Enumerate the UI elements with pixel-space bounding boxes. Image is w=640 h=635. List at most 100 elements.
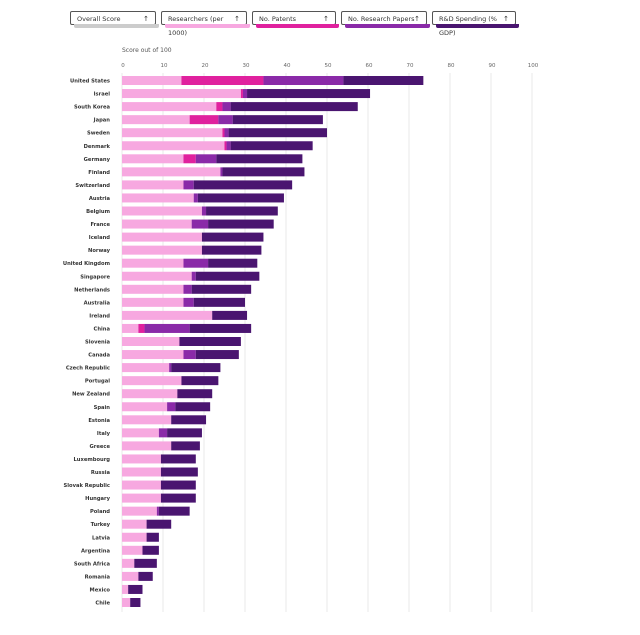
bar-segment <box>122 545 143 555</box>
bar-segment <box>122 519 147 529</box>
category-label: Chile <box>95 601 110 607</box>
bar-segment <box>122 363 170 373</box>
category-label: Iceland <box>89 235 110 241</box>
bar-segment <box>206 206 278 216</box>
bar-segment <box>122 284 184 294</box>
sort-arrow-icon: ↑ <box>323 15 329 23</box>
bar-segment <box>138 571 153 581</box>
category-label: Sweden <box>87 131 110 137</box>
x-tick-label: 70 <box>407 63 414 69</box>
bar-segment <box>208 258 258 268</box>
x-tick-label: 100 <box>528 63 539 69</box>
sort-overall-score-swatch <box>74 24 159 28</box>
bar-segment <box>212 310 248 320</box>
category-label: Netherlands <box>74 287 110 293</box>
bar-segment <box>224 141 227 151</box>
bar-segment <box>122 310 213 320</box>
bar-segment <box>122 154 184 164</box>
sort-papers-swatch <box>345 24 430 28</box>
category-label: South Korea <box>74 105 111 111</box>
category-label: Slovak Republic <box>64 483 110 489</box>
bar-segment <box>122 206 202 216</box>
bar-segment <box>179 337 241 346</box>
bar-segment <box>201 245 262 255</box>
category-label: Japan <box>93 118 111 124</box>
category-label: Germany <box>84 157 111 163</box>
bar-segment <box>197 193 284 203</box>
bar-segment <box>218 115 233 125</box>
sort-arrow-icon: ↑ <box>234 15 240 23</box>
sort-patents-swatch <box>256 24 339 28</box>
bar-segment <box>167 428 202 438</box>
sort-rd-spending-swatch <box>436 24 519 28</box>
bar-segment <box>167 402 176 412</box>
bar-segment <box>122 532 147 542</box>
bar-segment <box>122 584 129 594</box>
x-tick-label: 90 <box>489 63 496 69</box>
bar-segment <box>122 323 139 333</box>
bar-segment <box>122 558 135 568</box>
category-label: Luxembourg <box>73 457 110 463</box>
bar-segment <box>122 337 180 346</box>
bar-segment <box>122 180 184 190</box>
bar-segment <box>122 245 202 255</box>
sort-researchers-label: Researchers (per 1000) <box>168 15 224 37</box>
category-label: Austria <box>89 196 111 202</box>
category-label: Switzerland <box>75 183 110 189</box>
bar-segment <box>122 219 192 229</box>
sort-papers-button[interactable]: No. Research Papers ↑ <box>341 11 430 28</box>
sort-patents-button[interactable]: No. Patents ↑ <box>252 11 339 28</box>
bar-segment <box>189 115 219 125</box>
bar-segment <box>122 232 202 242</box>
sort-patents-label: No. Patents <box>259 15 297 23</box>
bar-segment <box>122 102 217 112</box>
bar-segment <box>183 297 194 307</box>
bar-segment <box>263 76 344 85</box>
bar-segment <box>247 89 371 99</box>
category-label: Israel <box>94 92 111 98</box>
x-tick-label: 80 <box>448 63 455 69</box>
bar-segment <box>183 258 209 268</box>
bar-segment <box>122 493 161 503</box>
bar-segment <box>195 350 239 360</box>
category-label: Greece <box>90 444 111 450</box>
bar-segment <box>208 219 274 229</box>
bar-segment <box>183 350 196 360</box>
bar-segment <box>122 376 182 386</box>
category-label: United Kingdom <box>63 261 110 267</box>
bar-segment <box>171 363 221 373</box>
bar-segment <box>158 506 190 516</box>
bar-segment <box>230 102 358 112</box>
sort-overall-score-button[interactable]: Overall Score ↑ <box>70 11 159 28</box>
bar-segment <box>156 506 159 516</box>
sort-arrow-icon: ↑ <box>503 15 509 23</box>
bar-segment <box>183 284 192 294</box>
category-label: Italy <box>97 431 111 437</box>
bar-segment <box>191 284 252 294</box>
category-label: Denmark <box>84 144 111 150</box>
bar-segment <box>169 363 172 373</box>
bar-segment <box>122 441 172 451</box>
bar-segment <box>193 180 293 190</box>
bar-segment <box>130 598 141 607</box>
bar-segment <box>195 271 260 281</box>
bar-segment <box>175 402 211 412</box>
bar-segment <box>122 76 182 85</box>
category-label: United States <box>70 79 110 85</box>
bar-segment <box>220 167 223 177</box>
bar-segment <box>122 598 131 607</box>
x-tick-label: 30 <box>243 63 250 69</box>
bar-segment <box>122 350 184 360</box>
category-label: Portugal <box>85 379 110 385</box>
bar-segment <box>193 297 245 307</box>
bar-segment <box>228 128 327 138</box>
sort-researchers-button[interactable]: Researchers (per 1000) ↑ <box>161 11 250 37</box>
bar-segment <box>158 428 168 438</box>
category-label: Ireland <box>89 313 110 319</box>
bar-segment <box>142 545 159 555</box>
sort-rd-spending-button[interactable]: R&D Spending (% GDP) ↑ <box>432 11 519 37</box>
bar-segment <box>189 323 252 333</box>
bar-segment <box>122 454 161 464</box>
sort-rd-spending-label: R&D Spending (% GDP) <box>439 15 497 37</box>
